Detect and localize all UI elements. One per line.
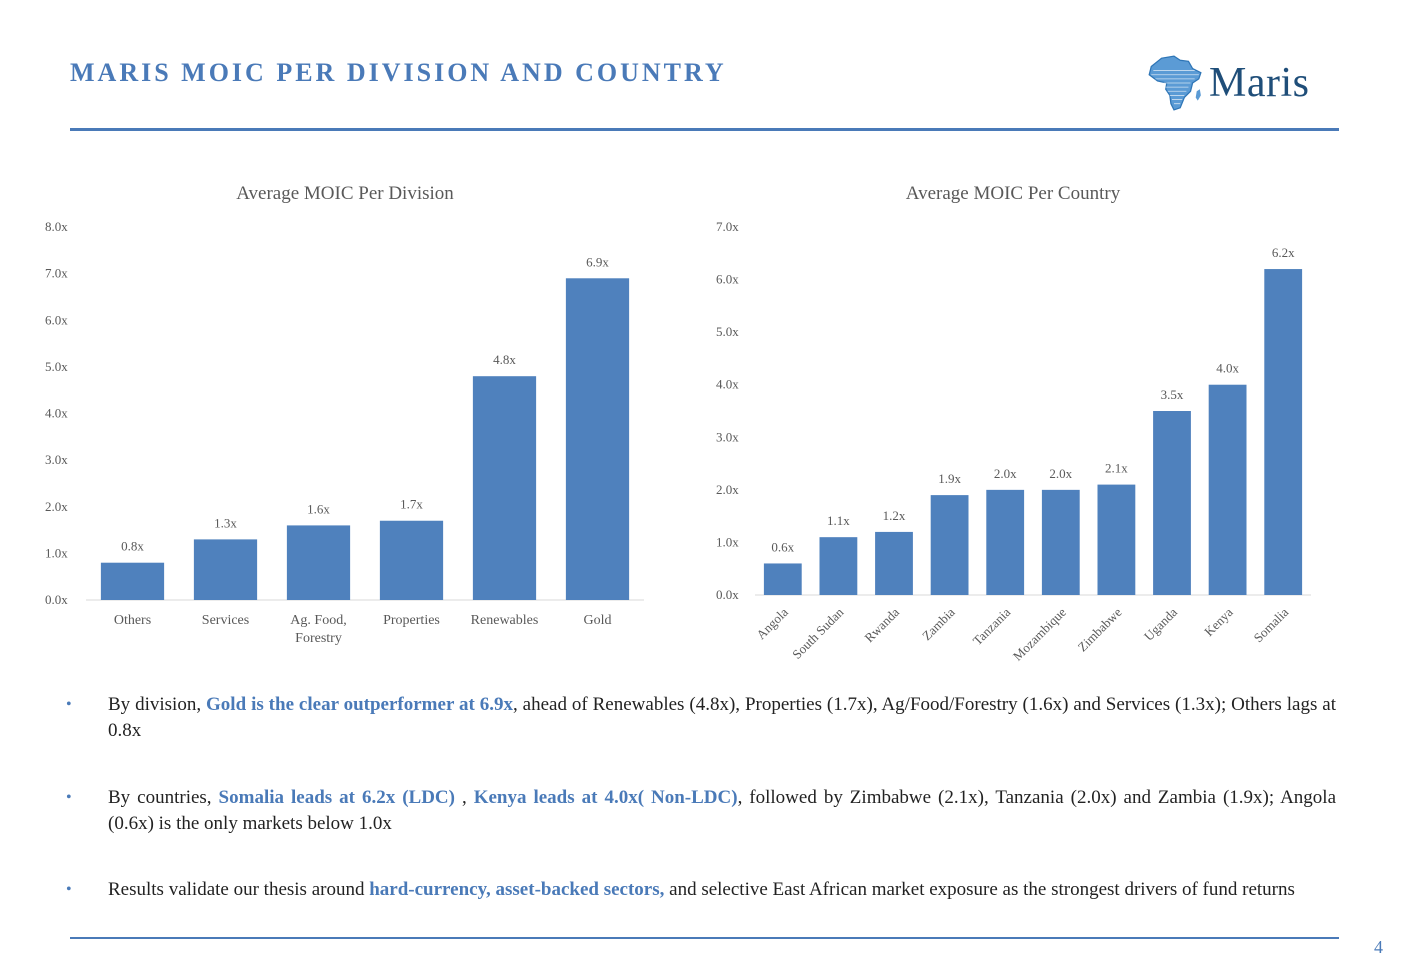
x-tick-label: Others [114,613,151,628]
highlighted-text: hard-currency, asset-backed sectors, [369,879,665,900]
bullet-dot: • [66,696,72,713]
bar [565,278,630,600]
highlighted-text: Kenya leads at 4.0x( Non-LDC) [473,787,738,808]
x-tick-label: Forestry [295,631,342,646]
y-tick-label: 3.0x [45,452,68,467]
footer-divider [70,937,1339,939]
bullet-dot: • [66,881,72,898]
bar [1041,489,1080,595]
bullet-dot: • [66,789,72,806]
y-tick-label: 5.0x [716,324,739,339]
y-tick-label: 6.0x [45,312,68,327]
data-label: 4.0x [1216,361,1239,376]
page-number: 4 [1374,937,1383,957]
y-tick-label: 6.0x [716,272,739,287]
chart-title: Average MOIC Per Division [236,183,454,204]
y-tick-label: 7.0x [45,266,68,281]
bullet-country: • By countries, Somalia leads at 6.2x (L… [66,785,1336,837]
division-moic-chart: Average MOIC Per Division 0.0x 1.0x 2.0x 3.0… [45,183,644,646]
insights-list: • By division, Gold is the clear outperf… [66,692,1336,903]
data-label: 2.0x [994,466,1017,481]
bar [819,537,858,595]
x-tick-label: Angola [753,604,791,642]
bar [379,520,444,600]
bar [1208,384,1247,595]
country-moic-chart: Average MOIC Per Country 0.0x 1.0x 2.0x 3.0x… [716,183,1311,664]
chart-title: Average MOIC Per Country [906,183,1121,204]
africa-map-icon [1148,55,1202,111]
bullet-text-segment: Results validate our thesis around [108,879,370,900]
bullet-text: By countries, Somalia leads at 6.2x (LDC… [108,787,1336,834]
data-label: 1.1x [827,513,850,528]
bullet-text-segment: and selective East African market exposu… [664,879,1295,900]
x-tick-label: Zimbabwe [1075,604,1125,654]
data-label: 0.8x [121,539,144,554]
bar [763,563,802,595]
x-tick-label: Uganda [1141,604,1180,643]
data-label: 2.1x [1105,461,1128,476]
y-tick-label: 1.0x [45,545,68,560]
x-tick-label: Gold [584,613,612,628]
bullet-text: Results validate our thesis around hard-… [108,879,1295,900]
data-label: 1.9x [938,471,961,486]
data-label: 4.8x [493,352,516,367]
data-label: 1.6x [307,501,330,516]
data-label: 6.9x [586,254,609,269]
data-label: 3.5x [1161,387,1184,402]
y-tick-label: 3.0x [716,429,739,444]
highlighted-text: Gold is the clear outperformer at 6.9x [206,694,513,715]
y-tick-label: 8.0x [45,219,68,234]
maris-logo: Maris [1143,46,1333,120]
y-tick-label: 2.0x [45,499,68,514]
bullet-text-segment: , followed by Zimbabwe (2.1x), Tanzania … [108,787,1336,834]
y-tick-label: 0.0x [45,592,68,607]
x-tick-label: South Sudan [789,604,847,662]
data-label: 2.0x [1049,466,1072,481]
bar [1097,484,1136,595]
y-tick-label: 5.0x [45,359,68,374]
bullet-text-segment: , [454,787,474,808]
bar [1264,269,1303,595]
x-tick-label: Zambia [919,604,958,643]
x-tick-label: Properties [383,613,440,628]
x-tick-label: Rwanda [861,604,902,645]
bullet-thesis: • Results validate our thesis around har… [66,877,1336,903]
x-tick-label: Renewables [471,613,539,628]
y-tick-label: 4.0x [716,377,739,392]
bar [193,539,258,600]
y-tick-label: 0.0x [716,587,739,602]
data-label: 6.2x [1272,245,1295,260]
x-tick-label: Services [202,613,249,628]
bullet-division: • By division, Gold is the clear outperf… [66,692,1336,744]
header-divider [70,128,1339,131]
x-tick-label: Somalia [1251,604,1292,645]
data-label: 1.7x [400,497,423,512]
bar [930,495,969,595]
y-tick-label: 2.0x [716,482,739,497]
y-tick-label: 4.0x [45,406,68,421]
bullet-text: By division, Gold is the clear outperfor… [108,694,1336,741]
bar [100,562,165,600]
data-label: 0.6x [771,539,794,554]
x-tick-label: Ag. Food, [290,613,346,628]
bullet-text-segment: By countries, [108,787,219,808]
bar [286,525,351,600]
logo-text: Maris [1209,60,1310,106]
x-tick-label: Mozambique [1010,604,1069,663]
data-label: 1.3x [214,515,237,530]
x-tick-label: Tanzania [970,604,1014,648]
highlighted-text: Somalia leads at 6.2x (LDC) [218,787,455,808]
data-label: 1.2x [883,508,906,523]
page-title: MARIS MOIC PER DIVISION AND COUNTRY [70,58,727,87]
y-tick-label: 1.0x [716,534,739,549]
bar [875,531,913,595]
y-tick-label: 7.0x [716,219,739,234]
bar [986,489,1025,595]
bar [1153,411,1191,595]
x-tick-label: Kenya [1201,604,1236,639]
bullet-text-segment: , ahead of Renewables (4.8x), Properties… [108,694,1336,741]
bullet-text-segment: By division, [108,694,207,715]
bar [472,376,537,600]
